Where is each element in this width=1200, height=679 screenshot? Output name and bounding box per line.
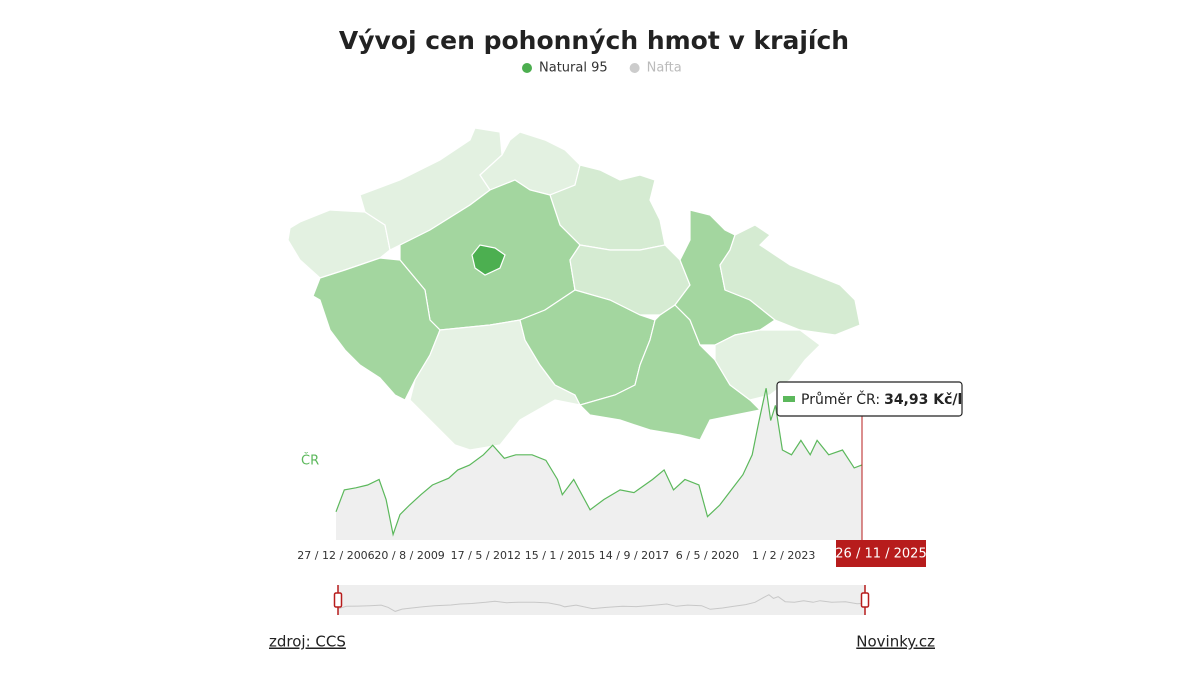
navigator-handle[interactable] (860, 592, 870, 608)
region[interactable] (312, 257, 441, 401)
map (287, 127, 861, 451)
crosshair-label-bg (836, 540, 926, 567)
line-chart: ČR 27 / 12 / 2006 20 / 8 / 2009 17 / 5 / 20… (297, 381, 963, 615)
region[interactable] (719, 224, 861, 336)
region[interactable] (471, 244, 506, 276)
brand-link[interactable]: Novinky.cz (856, 633, 935, 651)
x-tick-label: 15 / 1 / 2015 (525, 549, 595, 562)
x-tick-label: 17 / 5 / 2012 (451, 549, 521, 562)
source-link[interactable]: zdroj: CCS (269, 633, 346, 651)
legend-marker (629, 63, 640, 73)
title: Vývoj cen pohonných hmot v krajích (339, 26, 849, 55)
tooltip-box (776, 381, 963, 417)
source[interactable]: zdroj: CCS (269, 633, 346, 651)
x-tick-label: 14 / 9 / 2017 (599, 549, 669, 562)
crosshair-label: 26 / 11 / 2025 (835, 547, 926, 562)
x-tick-label: 27 / 12 / 2006 (297, 549, 374, 562)
legend-label[interactable]: Nafta (647, 61, 682, 76)
navigator-handle[interactable] (333, 592, 343, 608)
legend-label[interactable]: Natural 95 (539, 61, 608, 76)
navigator (338, 585, 865, 615)
x-tick-label: 1 / 2 / 2023 (752, 549, 815, 562)
x-tick-label: 20 / 8 / 2009 (374, 549, 444, 562)
region[interactable] (714, 329, 821, 401)
region[interactable] (287, 209, 391, 279)
legend-marker (522, 63, 532, 73)
tooltip-value: 34,93 Kč/l (884, 392, 962, 408)
navigator-line (337, 594, 866, 612)
tooltip-text: Průměr ČR: 34,93 Kč/l (801, 390, 962, 408)
tooltip: Průměr ČR: 34,93 Kč/l (776, 381, 963, 417)
line (335, 388, 863, 537)
legend: Natural 95 Nafta (522, 61, 682, 76)
brand[interactable]: Novinky.cz (856, 633, 935, 651)
tooltip-label: Průměr ČR: (801, 390, 880, 408)
series-label: ČR (301, 453, 319, 469)
area (336, 388, 862, 540)
x-tick-label: 6 / 5 / 2020 (676, 549, 739, 562)
tooltip-swatch (783, 396, 795, 402)
